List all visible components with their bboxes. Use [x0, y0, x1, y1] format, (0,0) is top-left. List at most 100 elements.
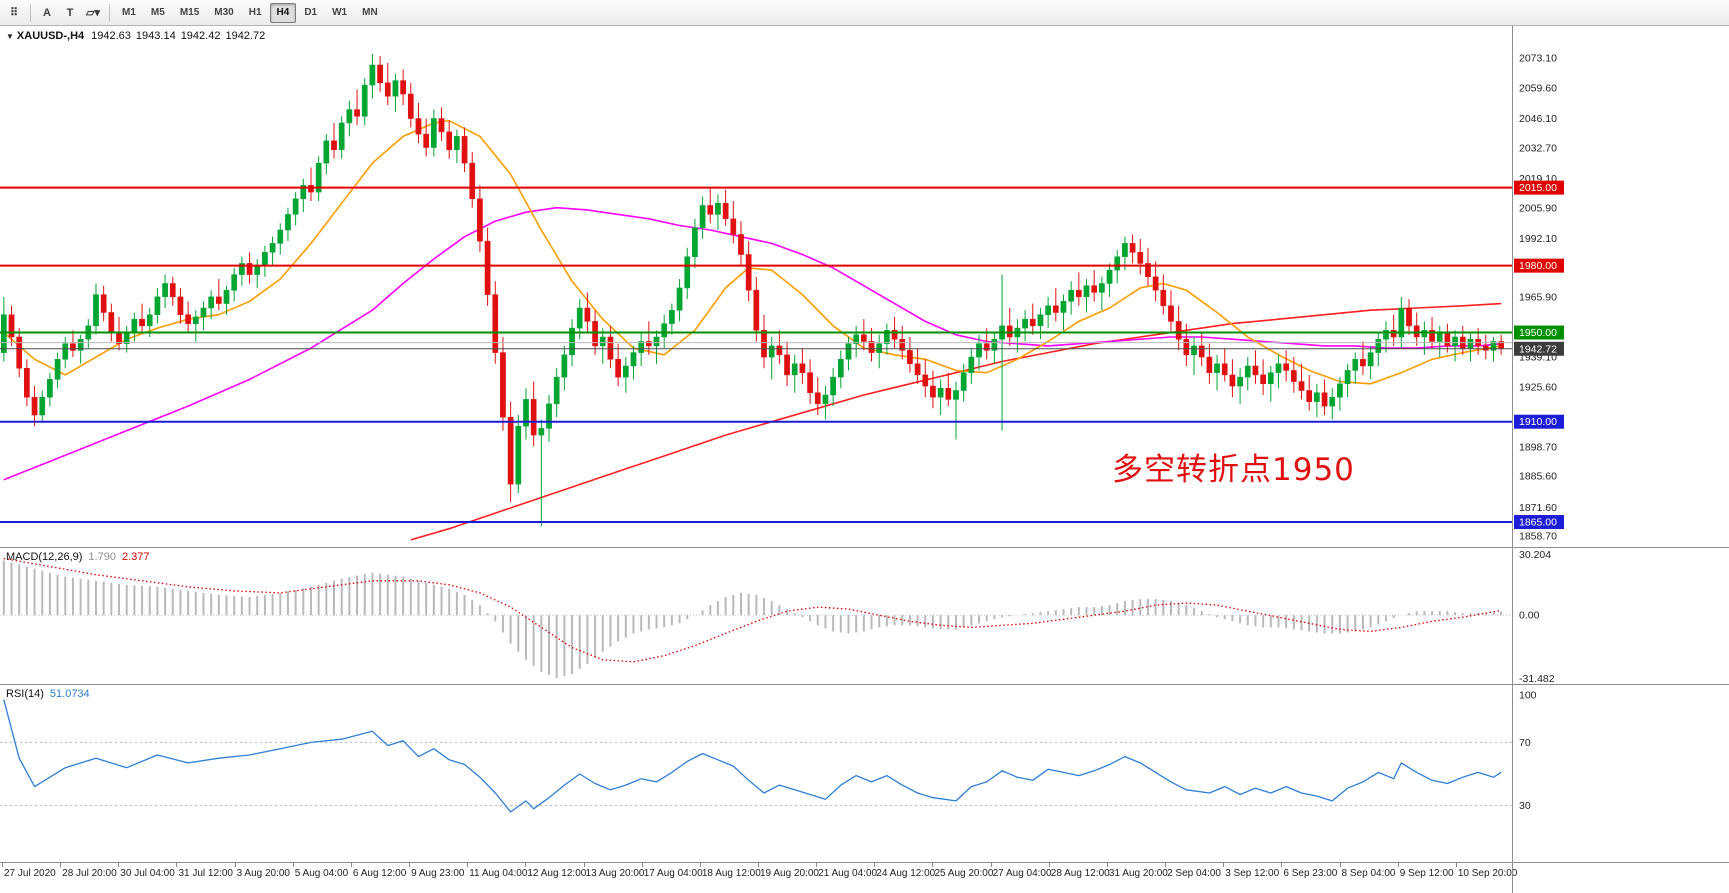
candle-down — [1160, 289, 1167, 307]
time-axis-label: 21 Aug 04:00 — [818, 868, 878, 879]
candle-up — [937, 388, 944, 398]
candle-up — [853, 334, 860, 344]
candle-up — [77, 338, 84, 351]
candle-down — [400, 80, 406, 95]
macd-signal-value: 2.377 — [121, 551, 150, 563]
price-chart-canvas[interactable]: 2073.102059.602046.102032.702019.102005.… — [0, 26, 1729, 547]
price-axis-label: 2005.90 — [1519, 202, 1557, 214]
timeframe-button-d1[interactable]: D1 — [297, 3, 324, 23]
time-axis-label: 17 Aug 04:00 — [643, 868, 703, 879]
candle-down — [1444, 332, 1451, 347]
timeframe-button-h4[interactable]: H4 — [269, 2, 297, 23]
candle-down — [753, 289, 760, 331]
candle-down — [185, 314, 191, 324]
candle-up — [1436, 332, 1443, 342]
annotation-tool-button[interactable]: A — [36, 3, 58, 23]
candle-down — [907, 350, 913, 364]
candle-down — [891, 330, 898, 340]
time-axis-tick — [467, 863, 469, 867]
time-axis-label: 28 Aug 12:00 — [1050, 868, 1110, 879]
candle-down — [100, 294, 107, 313]
candle-down — [1321, 392, 1328, 407]
shapes-tool-button[interactable]: ▱▾ — [82, 3, 104, 23]
candle-up — [661, 323, 668, 338]
timeframe-button-m5[interactable]: M5 — [144, 3, 172, 23]
time-axis-tick — [758, 863, 759, 867]
rsi-label-row: RSI(14) 51.0734 — [6, 688, 96, 700]
candle-down — [1137, 252, 1144, 264]
timeframe-button-w1[interactable]: W1 — [325, 3, 354, 23]
macd-panel[interactable]: 30.204 0.00 -31.482 MACD(12,26,9) 1.790 2.37… — [0, 547, 1729, 685]
candle-down — [530, 399, 537, 436]
time-axis-label: 3 Sep 12:00 — [1225, 868, 1280, 879]
candle-down — [500, 352, 506, 418]
candle-down — [1298, 381, 1305, 391]
candle-down — [384, 82, 391, 97]
time-axis[interactable]: 27 Jul 2020 28 Jul 20:00 30 Jul 04:00 31 Ju… — [0, 862, 1729, 893]
candle-up — [822, 394, 829, 405]
time-axis-label: 27 Jul 2020 — [4, 868, 56, 879]
time-axis-label: 31 Aug 20:00 — [1108, 868, 1168, 879]
candle-up — [1452, 336, 1458, 347]
text-tool-button[interactable]: T — [59, 3, 81, 23]
candle-up — [208, 296, 215, 309]
candle-up — [991, 338, 998, 351]
candle-down — [584, 307, 591, 322]
candle-up — [39, 396, 46, 416]
candle-up — [200, 307, 207, 318]
timeframe-button-m30[interactable]: M30 — [207, 3, 240, 23]
candle-up — [699, 205, 706, 229]
candle-down — [1091, 285, 1098, 293]
time-axis-tick — [1165, 863, 1167, 867]
toolbar-grip-icon[interactable]: ⠿ — [3, 3, 25, 23]
chart-text-annotation[interactable]: 多空转折点1950 — [1112, 452, 1355, 488]
time-axis-tick — [1339, 863, 1341, 867]
price-badge-1950.00 — [1514, 325, 1564, 340]
price-axis-label: 1898.70 — [1519, 441, 1557, 453]
candle-up — [768, 345, 775, 358]
candle-up — [0, 314, 7, 353]
candle-down — [1029, 318, 1036, 327]
candle-up — [1106, 269, 1113, 284]
timeframe-button-m15[interactable]: M15 — [173, 3, 206, 23]
main-chart-panel[interactable]: 2073.10 2059.60 2046.10 2032.70 2019.10 2005.… — [0, 26, 1729, 547]
rsi-canvas[interactable]: 100 70 30 — [0, 685, 1729, 863]
chart-title: ▼ XAUUSD-,H4 1942.63 1943.14 1942.42 1942.72 — [6, 30, 270, 42]
ohlc-open: 1942.63 — [91, 30, 131, 42]
candle-up — [454, 136, 460, 150]
timeframe-button-h1[interactable]: H1 — [242, 3, 269, 23]
candle-down — [469, 162, 476, 200]
candle-down — [807, 372, 813, 393]
candle-down — [1221, 363, 1228, 376]
time-axis-label: 30 Jul 04:00 — [120, 868, 175, 879]
macd-indicator-label: MACD(12,26,9) — [6, 551, 83, 563]
candle-up — [1352, 359, 1359, 371]
price-badge-text: 1865.00 — [1519, 517, 1557, 529]
symbol-collapse-icon[interactable]: ▼ — [6, 32, 14, 41]
price-badge-text: 1910.00 — [1519, 416, 1557, 428]
candle-down — [1283, 363, 1290, 371]
candle-up — [300, 185, 307, 200]
candle-down — [914, 363, 921, 376]
candle-down — [707, 205, 714, 215]
candle-up — [876, 343, 883, 353]
timeframe-button-m1[interactable]: M1 — [115, 3, 143, 23]
candle-down — [814, 392, 821, 405]
candle-up — [684, 256, 691, 289]
candle-down — [1075, 289, 1082, 298]
candle-up — [1383, 330, 1389, 340]
rsi-panel[interactable]: 100 70 30 RSI(14) 51.0734 — [0, 684, 1729, 862]
macd-canvas[interactable]: 30.204 0.00 -31.482 — [0, 548, 1729, 685]
candle-up — [1467, 338, 1474, 349]
timeframe-button-mn[interactable]: MN — [355, 3, 385, 23]
time-axis-tick — [583, 863, 585, 867]
macd-axis-label: -31.482 — [1519, 673, 1555, 685]
time-axis-label: 13 Aug 20:00 — [585, 868, 645, 879]
price-badge-text: 1942.72 — [1519, 343, 1557, 355]
candle-up — [546, 403, 552, 429]
candle-up — [845, 343, 852, 360]
candle-up — [1244, 365, 1251, 378]
candle-up — [93, 294, 99, 327]
candle-up — [599, 336, 606, 347]
toolbar-separator — [30, 3, 31, 22]
